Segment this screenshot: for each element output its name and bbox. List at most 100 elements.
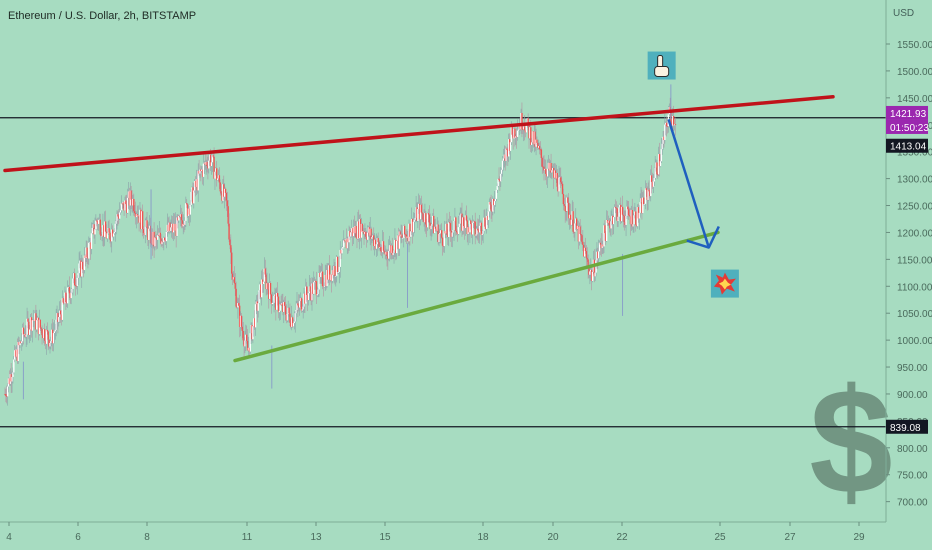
candle-body <box>225 192 228 201</box>
candle-body <box>548 162 550 171</box>
currency-label[interactable]: USD <box>893 8 915 19</box>
candle-body <box>129 190 131 206</box>
candle-body <box>552 167 554 171</box>
price-label-level-upper[interactable]: 1413.04 <box>886 138 928 153</box>
candle-body <box>83 255 86 271</box>
time-axis[interactable]: 4 6 8 11 13 15 18 20 22 25 27 29 <box>0 521 886 543</box>
candle-body <box>331 270 333 281</box>
candle-body <box>211 155 214 163</box>
candle-body <box>55 319 57 330</box>
candle-body <box>418 203 421 220</box>
candle-body <box>322 286 325 287</box>
candle-body <box>422 213 424 220</box>
candle-body <box>109 232 111 240</box>
candle-body <box>31 320 34 331</box>
candle-body <box>531 131 534 143</box>
time-tick-label: 25 <box>714 532 726 543</box>
candle-body <box>254 304 257 328</box>
price-label-countdown[interactable]: 01:50:23 <box>886 119 929 134</box>
candle-body <box>232 277 235 280</box>
candle-body <box>218 175 221 183</box>
candle-body <box>118 216 120 219</box>
candle-body <box>188 208 191 215</box>
candle-body <box>29 329 31 335</box>
candle-body <box>148 225 151 229</box>
candle-body <box>265 274 267 290</box>
candle-body <box>273 296 275 303</box>
candle-body <box>582 241 584 245</box>
candle-body <box>665 122 667 125</box>
candle-body <box>6 386 9 397</box>
candle-body <box>647 189 649 200</box>
candle-body <box>16 349 19 362</box>
candle-body <box>363 231 365 235</box>
candle-body <box>241 326 244 331</box>
candle-body <box>144 226 146 235</box>
candle-body <box>393 250 395 253</box>
candle-body <box>7 378 10 387</box>
candle-body <box>27 318 29 322</box>
candle-body <box>233 277 236 283</box>
candle-body <box>498 178 500 181</box>
support-trendline[interactable] <box>233 230 720 363</box>
candle-body <box>544 168 546 171</box>
candle-body <box>649 191 651 197</box>
candle-body <box>95 220 97 230</box>
candle-body <box>72 278 74 289</box>
candle-body <box>549 163 551 171</box>
candle-body <box>427 213 430 215</box>
price-axis[interactable]: 700.00750.00800.00850.00900.00950.001000… <box>885 0 932 522</box>
candle-body <box>528 125 530 139</box>
candle-body <box>185 203 187 221</box>
candle-body <box>329 274 332 281</box>
candle-body <box>466 220 468 235</box>
candle-body <box>178 216 180 221</box>
candle-body <box>15 349 18 357</box>
candle-body <box>630 209 633 225</box>
candle-body <box>593 259 595 277</box>
candle-body <box>148 228 150 240</box>
candle-body <box>440 230 442 233</box>
candle-body <box>237 303 239 308</box>
candle-body <box>110 239 112 242</box>
candle-body <box>92 224 94 228</box>
candle-body <box>492 198 494 212</box>
candle-body <box>130 190 132 200</box>
candle-body <box>275 294 277 310</box>
candle-body <box>499 180 501 182</box>
candle-body <box>598 242 601 252</box>
candle-body <box>571 211 573 220</box>
candle-body <box>34 313 36 321</box>
candle-body <box>105 231 108 239</box>
candle-body <box>508 139 510 157</box>
candle-body <box>141 211 144 230</box>
candle-body <box>346 238 348 249</box>
candle-body <box>145 220 147 227</box>
candle-body <box>488 202 491 212</box>
candle-body <box>636 207 639 227</box>
price-label-last-price[interactable]: 1421.93 <box>886 105 928 120</box>
horizontal-levels[interactable] <box>0 117 886 428</box>
candle-body <box>658 154 661 167</box>
candle-body <box>470 224 473 235</box>
candle-body <box>536 139 538 143</box>
projection-arrow-shaft[interactable] <box>667 119 710 248</box>
candle-body <box>537 142 539 148</box>
price-label-level-lower[interactable]: 839.08 <box>886 419 928 434</box>
candle-body <box>446 223 448 235</box>
candle-body <box>430 225 432 230</box>
candle-body <box>157 235 160 236</box>
candle-body <box>513 128 515 139</box>
resistance-trendline[interactable] <box>3 95 835 173</box>
projection-arrow-head[interactable] <box>686 225 720 249</box>
candle-body <box>415 207 417 218</box>
candle-body <box>485 215 488 229</box>
candle-body <box>136 214 139 217</box>
candle-body <box>196 179 199 191</box>
candle-body <box>14 350 16 360</box>
candle-body <box>186 203 188 205</box>
trendlines[interactable] <box>3 95 835 363</box>
candle-body <box>201 169 203 171</box>
candle-body <box>122 201 124 204</box>
